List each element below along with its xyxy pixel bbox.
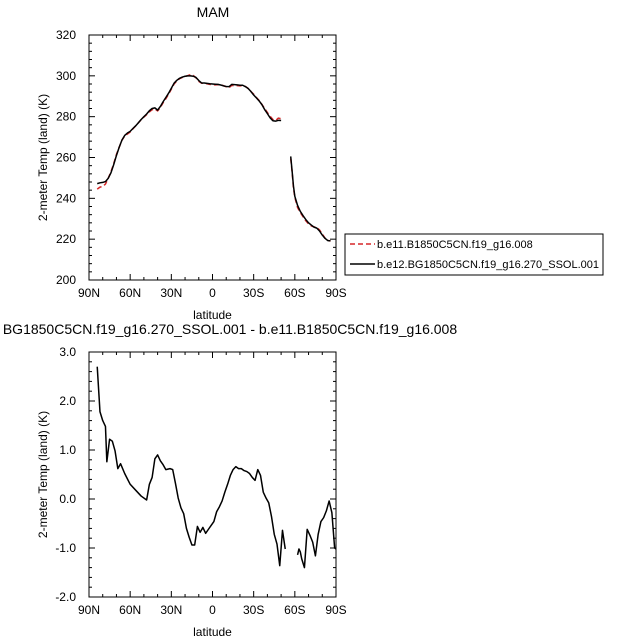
y-tick-label: 2.0 (59, 394, 76, 408)
x-tick-label: 0 (209, 286, 216, 300)
x-tick-label: 90S (325, 286, 346, 300)
series-line-1-segment-1 (96, 73, 282, 190)
series-line-1-segment-2 (289, 158, 331, 242)
bottom-panel: BG1850C5CN.f19_g16.270_SSOL.001 - b.e11.… (3, 321, 458, 639)
x-tick-label: 60S (284, 603, 305, 617)
x-tick-label: 30N (160, 603, 182, 617)
series-line-1-segment-2 (296, 500, 336, 569)
y-tick-label: 280 (56, 110, 76, 124)
legend-label: b.e12.BG1850C5CN.f19_g16.270_SSOL.001 (377, 259, 599, 271)
x-tick-label: 90N (78, 603, 100, 617)
legend: b.e11.B1850C5CN.f19_g16.008 b.e12.BG1850C… (344, 233, 604, 276)
series-line-1-segment-1 (96, 366, 286, 567)
chart-title: MAM (197, 4, 230, 20)
chart-title: BG1850C5CN.f19_g16.270_SSOL.001 - b.e11.… (3, 321, 458, 337)
x-tick-label: 90N (78, 286, 100, 300)
y-axis-title: 2-meter Temp (land) (K) (36, 411, 50, 538)
y-tick-label: 0.0 (59, 492, 76, 506)
plot-frame (88, 34, 337, 281)
y-axis-title: 2-meter Temp (land) (K) (36, 94, 50, 221)
x-tick-label: 60N (119, 286, 141, 300)
x-tick-label: 60S (284, 286, 305, 300)
y-tick-label: -2.0 (55, 590, 76, 604)
y-tick-label: 3.0 (59, 345, 76, 359)
series-line-2-segment-2 (289, 156, 331, 242)
y-tick-label: 320 (56, 28, 76, 42)
x-tick-label: 60N (119, 603, 141, 617)
legend-box (344, 233, 604, 276)
plot-frame (88, 351, 337, 598)
x-tick-label: 30S (243, 603, 264, 617)
y-tick-label: 260 (56, 151, 76, 165)
y-tick-label: -1.0 (55, 541, 76, 555)
x-axis-title: latitude (193, 308, 232, 322)
y-tick-label: 300 (56, 69, 76, 83)
x-axis-title: latitude (193, 625, 232, 639)
top-panel: MAM 90N 60N 30N 0 30S 60S 90S latitude 200 220 240 2… (36, 4, 604, 322)
series-line-2-segment-1 (97, 75, 282, 185)
y-tick-label: 1.0 (59, 443, 76, 457)
y-tick-label: 240 (56, 191, 76, 205)
legend-label: b.e11.B1850C5CN.f19_g16.008 (377, 239, 533, 251)
x-tick-label: 0 (209, 603, 216, 617)
x-tick-label: 30N (160, 286, 182, 300)
y-tick-label: 220 (56, 232, 76, 246)
x-tick-label: 30S (243, 286, 264, 300)
x-tick-label: 90S (325, 603, 346, 617)
y-tick-label: 200 (56, 273, 76, 287)
